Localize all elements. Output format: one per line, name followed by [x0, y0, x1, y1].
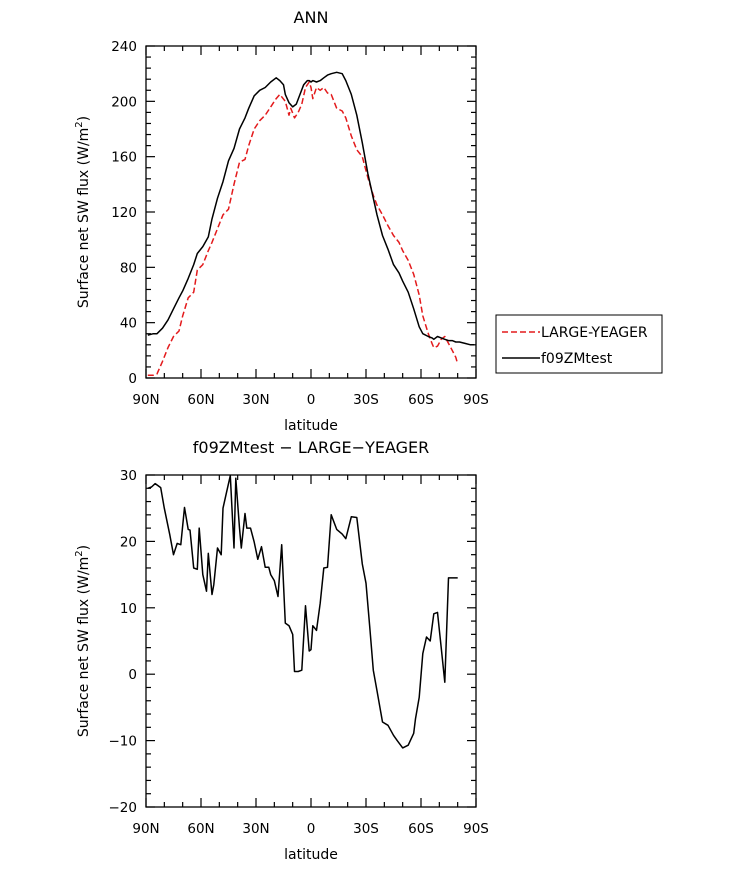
bottom-y-tick-label: 20 — [120, 534, 137, 550]
top-x-tick-label: 30S — [353, 392, 379, 408]
top-y-tick-label: 160 — [111, 150, 137, 166]
bottom-axis-ticks — [145, 474, 477, 808]
bottom-tick-labels: 90N 60N 30N 0 30S 60S 90S −20 −10 0 10 20 30 — [109, 468, 489, 837]
bottom-series-line-difference — [147, 474, 458, 749]
top-y-tick-label: 200 — [111, 94, 137, 110]
legend-label-f09zmtest: f09ZMtest — [541, 351, 613, 367]
legend-box — [495, 314, 663, 374]
top-y-axis-label: Surface net SW flux (W/m2) — [74, 116, 92, 308]
top-chart-title: ANN — [294, 8, 329, 27]
top-y-axis-label-superscript: 2 — [74, 121, 85, 127]
top-series-line-f09zmtest — [147, 71, 475, 346]
top-series-group — [147, 71, 475, 376]
bottom-x-tick-label: 90S — [463, 821, 489, 837]
bottom-chart-title: f09ZMtest − LARGE−YEAGER — [193, 438, 430, 457]
bottom-x-tick-label: 30N — [242, 821, 269, 837]
top-y-axis-label-main: Surface net SW flux (W/m — [76, 128, 92, 308]
top-x-tick-label: 60S — [408, 392, 434, 408]
top-plot-frame — [145, 45, 477, 379]
bottom-y-tick-label: 10 — [120, 601, 137, 617]
top-x-tick-label: 0 — [307, 392, 316, 408]
bottom-plot-frame — [145, 474, 477, 808]
top-y-tick-label: 80 — [120, 260, 137, 276]
bottom-x-tick-label: 0 — [307, 821, 316, 837]
legend: LARGE-YEAGER f09ZMtest — [495, 314, 663, 374]
top-x-axis-label: latitude — [284, 418, 338, 434]
top-y-tick-label: 0 — [128, 371, 137, 387]
bottom-y-tick-label: 0 — [128, 667, 137, 683]
bottom-y-axis-label-superscript: 2 — [74, 550, 85, 556]
bottom-y-tick-label: −20 — [109, 800, 138, 816]
bottom-y-axis-label-close: ) — [76, 545, 92, 550]
bottom-y-tick-label: 30 — [120, 468, 137, 484]
bottom-x-tick-label: 60N — [187, 821, 214, 837]
top-x-tick-label: 60N — [187, 392, 214, 408]
top-x-tick-label: 90S — [463, 392, 489, 408]
bottom-panel: f09ZMtest − LARGE−YEAGER 90N 60N 30N 0 30S 60… — [74, 438, 489, 863]
top-tick-labels: 90N 60N 30N 0 30S 60S 90S 0 40 80 120 160 200 240 — [111, 39, 489, 408]
top-y-axis-label-close: ) — [76, 116, 92, 121]
bottom-x-tick-label: 30S — [353, 821, 379, 837]
top-panel: ANN 90N 60N 30N 0 30S 60S 90S 0 40 80 120 160 200 240… — [74, 8, 489, 434]
bottom-y-tick-label: −10 — [109, 734, 138, 750]
bottom-x-axis-label: latitude — [284, 847, 338, 863]
bottom-x-tick-label: 60S — [408, 821, 434, 837]
top-y-tick-label: 40 — [120, 316, 137, 332]
bottom-y-axis-label: Surface net SW flux (W/m2) — [74, 545, 92, 737]
bottom-series-group — [147, 474, 458, 749]
legend-label-large-yeager: LARGE-YEAGER — [541, 325, 648, 341]
top-y-tick-label: 120 — [111, 205, 137, 221]
bottom-x-tick-label: 90N — [132, 821, 159, 837]
top-y-tick-label: 240 — [111, 39, 137, 55]
top-x-tick-label: 30N — [242, 392, 269, 408]
top-series-line-large-yeager — [147, 81, 459, 376]
top-x-tick-label: 90N — [132, 392, 159, 408]
bottom-y-axis-label-main: Surface net SW flux (W/m — [76, 557, 92, 737]
